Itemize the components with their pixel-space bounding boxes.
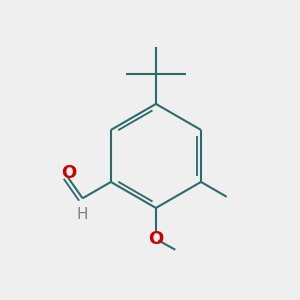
Text: O: O (148, 230, 164, 247)
Text: H: H (77, 207, 88, 222)
Text: O: O (61, 164, 76, 181)
